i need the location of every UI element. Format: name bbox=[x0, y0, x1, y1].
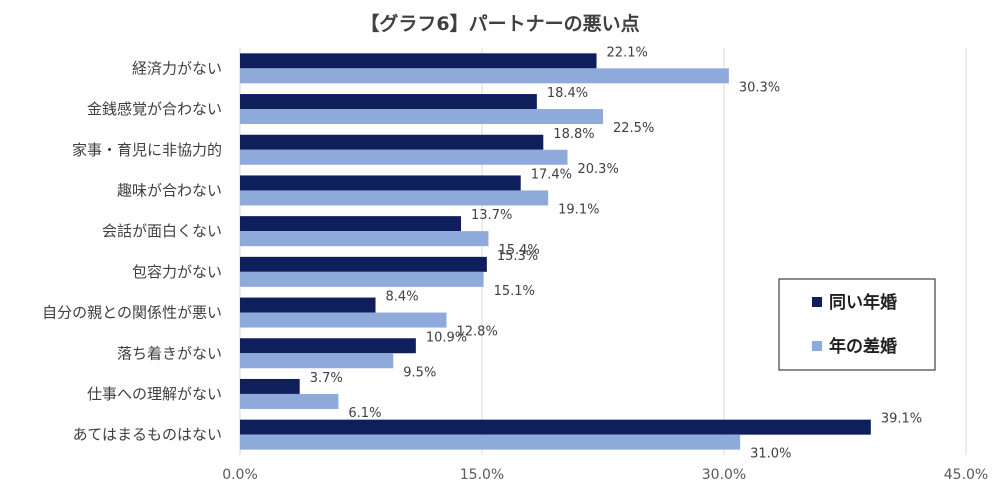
category-label: 趣味が合わない bbox=[117, 181, 222, 199]
category-label: 包容力がない bbox=[132, 263, 222, 281]
data-label: 17.4% bbox=[531, 167, 572, 182]
data-label: 15.1% bbox=[494, 284, 535, 299]
data-label: 22.1% bbox=[607, 45, 648, 60]
data-label: 3.7% bbox=[310, 371, 343, 386]
legend-swatch bbox=[812, 341, 822, 351]
data-label: 15.3% bbox=[497, 249, 538, 264]
bar-age-gap bbox=[240, 68, 729, 84]
data-labels: 22.1% 30.3% 18.4% 22.5% 18.8% 20.3% 17.4% 19.1%… bbox=[310, 45, 922, 461]
bar-age-gap bbox=[240, 393, 339, 409]
data-label: 18.4% bbox=[547, 86, 588, 101]
bar-age-gap bbox=[240, 109, 603, 125]
category-label: 家事・育児に非協力的 bbox=[72, 141, 222, 159]
data-label: 20.3% bbox=[578, 162, 619, 177]
data-label: 6.1% bbox=[348, 406, 381, 421]
bar-same-age bbox=[240, 175, 521, 191]
category-label: 落ち着きがない bbox=[117, 344, 222, 362]
bar-age-gap bbox=[240, 434, 741, 450]
category-label: 自分の親との関係性が悪い bbox=[42, 304, 222, 322]
bar-age-gap bbox=[240, 271, 484, 287]
data-label: 12.8% bbox=[457, 325, 498, 340]
data-label: 31.0% bbox=[750, 447, 791, 462]
data-label: 22.5% bbox=[613, 121, 654, 136]
x-tick-label: 30.0% bbox=[702, 467, 746, 483]
bar-same-age bbox=[240, 53, 597, 69]
x-axis-ticks: 0.0% 15.0% 30.0% 45.0% bbox=[222, 467, 988, 483]
data-label: 15.4% bbox=[498, 243, 539, 258]
bar-same-age bbox=[240, 297, 376, 313]
bars bbox=[240, 53, 871, 450]
data-label: 30.3% bbox=[739, 80, 780, 95]
data-label: 18.8% bbox=[553, 127, 594, 142]
legend-box bbox=[778, 278, 936, 371]
bar-same-age bbox=[240, 256, 487, 272]
bar-same-age bbox=[240, 94, 537, 110]
category-label: 会話が面白くない bbox=[102, 222, 222, 240]
data-label: 19.1% bbox=[558, 202, 599, 217]
x-tick-label: 15.0% bbox=[460, 467, 504, 483]
bar-age-gap bbox=[240, 149, 568, 165]
legend-entry: 同い年婚 bbox=[829, 292, 897, 313]
bar-same-age bbox=[240, 216, 462, 232]
bar-same-age bbox=[240, 338, 416, 354]
x-tick-label: 0.0% bbox=[222, 467, 258, 483]
bar-same-age bbox=[240, 419, 871, 435]
chart-title: 【グラフ6】パートナーの悪い点 bbox=[360, 12, 639, 35]
x-tick-label: 45.0% bbox=[944, 467, 988, 483]
category-label: 仕事への理解がない bbox=[87, 385, 222, 403]
data-label: 39.1% bbox=[881, 412, 922, 427]
data-label: 10.9% bbox=[426, 330, 467, 345]
bar-age-gap bbox=[240, 312, 447, 328]
data-label: 13.7% bbox=[471, 208, 512, 223]
category-labels: 経済力がない金銭感覚が合わない家事・育児に非協力的趣味が合わない会話が面白くない… bbox=[42, 59, 222, 443]
bar-age-gap bbox=[240, 231, 489, 247]
category-label: あてはまるものはない bbox=[73, 426, 222, 444]
legend-entry: 年の差婚 bbox=[829, 336, 897, 357]
bar-same-age bbox=[240, 134, 544, 150]
category-label: 金銭感覚が合わない bbox=[87, 100, 222, 118]
data-label: 8.4% bbox=[386, 290, 419, 305]
legend-swatch bbox=[812, 297, 822, 307]
bar-age-gap bbox=[240, 353, 394, 369]
data-label: 9.5% bbox=[403, 365, 436, 380]
bar-same-age bbox=[240, 378, 300, 394]
bar-age-gap bbox=[240, 190, 549, 206]
category-label: 経済力がない bbox=[132, 59, 222, 77]
